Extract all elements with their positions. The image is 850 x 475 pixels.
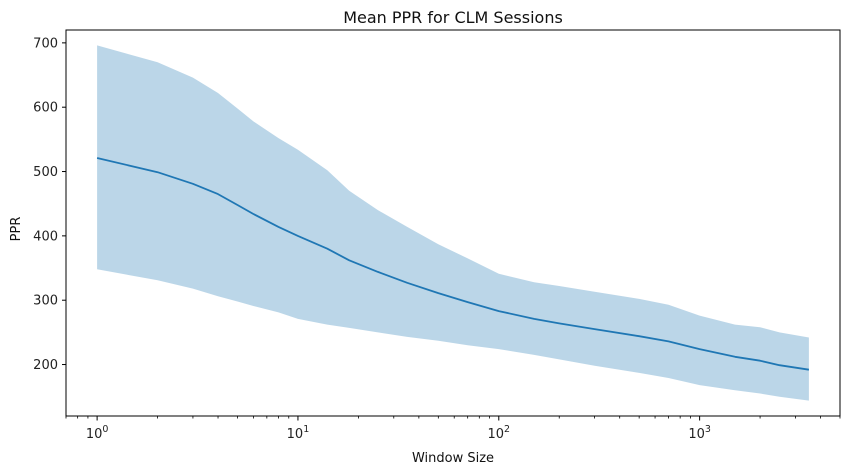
y-axis-title: PPR xyxy=(9,217,24,242)
plot-area xyxy=(96,45,810,401)
mean-line xyxy=(96,157,810,371)
x-tick-label: 102 xyxy=(487,424,510,442)
axes: 200 300 400 500 600 700 100 101 102 103 xyxy=(33,29,841,442)
y-tick-label: 200 xyxy=(33,358,58,373)
y-tick-label: 700 xyxy=(33,36,58,51)
y-tick-label: 500 xyxy=(33,165,58,180)
chart-title: Mean PPR for CLM Sessions xyxy=(343,8,563,27)
x-axis-title: Window Size xyxy=(412,451,494,466)
y-tick-label: 400 xyxy=(33,229,58,244)
y-tick-label: 600 xyxy=(33,101,58,116)
x-tick-label: 101 xyxy=(287,424,310,442)
x-tick-label: 100 xyxy=(86,424,109,442)
plot-frame xyxy=(65,29,841,417)
x-tick-label: 103 xyxy=(688,424,711,442)
y-tick-label: 300 xyxy=(33,294,58,309)
confidence-band xyxy=(97,45,809,401)
